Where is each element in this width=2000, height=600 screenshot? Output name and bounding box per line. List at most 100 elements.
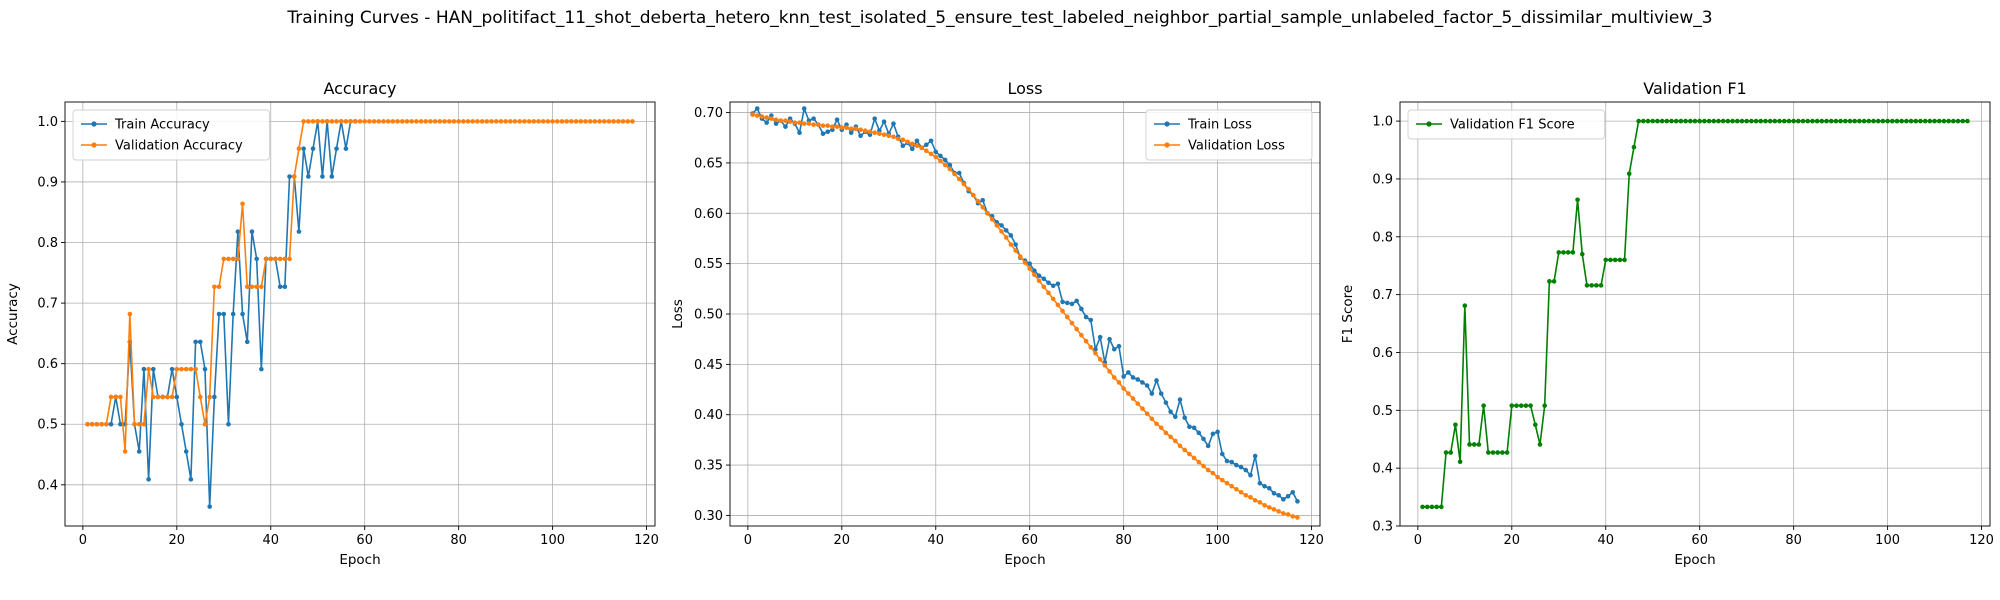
data-point	[89, 421, 95, 427]
data-point	[526, 119, 532, 124]
data-point	[597, 119, 602, 124]
data-point	[456, 119, 461, 124]
data-point	[783, 118, 788, 123]
data-point	[1922, 118, 1928, 124]
data-point	[1941, 118, 1947, 124]
x-axis-label: Epoch	[1674, 552, 1715, 568]
data-point	[118, 421, 123, 427]
legend: Train Accuracy Validation Accuracy	[72, 109, 270, 161]
x-tick-label: 60	[1691, 533, 1708, 548]
data-point	[1285, 512, 1291, 517]
data-point	[1641, 118, 1646, 124]
y-tick-label: 0.3	[1372, 520, 1393, 535]
data-point	[498, 119, 504, 124]
data-point	[1013, 242, 1018, 247]
series-line-1	[751, 107, 1299, 502]
data-point	[151, 366, 156, 372]
data-point	[1490, 450, 1496, 455]
data-point	[244, 284, 250, 290]
data-point	[465, 119, 471, 124]
data-point	[1955, 118, 1961, 124]
data-point	[1894, 118, 1900, 124]
data-point	[329, 174, 335, 179]
figure-suptitle: Training Curves - HAN_politifact_11_shot…	[287, 8, 1713, 28]
data-point	[1093, 350, 1098, 356]
data-point	[1589, 283, 1594, 288]
data-point	[1173, 414, 1178, 420]
data-point	[1276, 509, 1281, 514]
data-point	[1003, 235, 1009, 240]
data-point	[611, 119, 616, 124]
data-point	[263, 256, 269, 262]
data-point	[872, 130, 877, 136]
data-point	[188, 477, 194, 482]
y-tick-label: 1.0	[37, 115, 58, 130]
data-point	[1022, 260, 1028, 265]
data-point	[938, 158, 943, 164]
data-point	[1013, 248, 1018, 253]
axes-frame	[64, 101, 656, 527]
data-point	[1739, 118, 1745, 124]
data-point	[259, 284, 264, 290]
data-point	[301, 146, 306, 151]
data-point	[1833, 118, 1839, 124]
data-point	[1692, 118, 1698, 124]
data-point	[470, 119, 476, 124]
data-point	[1262, 503, 1267, 508]
data-point	[1158, 425, 1164, 431]
data-point	[353, 119, 358, 124]
data-point	[1453, 422, 1458, 428]
data-point	[479, 119, 485, 124]
data-point	[127, 311, 133, 317]
data-point	[1688, 118, 1693, 124]
data-point	[1664, 118, 1670, 124]
data-point	[1168, 409, 1173, 414]
data-point	[1927, 118, 1933, 124]
y-axis-label: F1 Score	[1340, 285, 1356, 343]
data-point	[1121, 386, 1126, 391]
data-point	[1196, 430, 1202, 436]
data-point	[1163, 430, 1169, 436]
data-point	[971, 192, 976, 198]
y-tick-label: 0.4	[1372, 462, 1393, 477]
data-point	[1767, 118, 1773, 124]
data-point	[141, 366, 147, 372]
legend-label: Validation F1 Score	[1450, 118, 1575, 133]
data-point	[1074, 326, 1079, 332]
data-point	[1046, 280, 1051, 286]
data-point	[961, 181, 967, 187]
data-point	[1219, 451, 1225, 457]
data-point	[1617, 257, 1623, 263]
x-tick-label: 60	[356, 533, 373, 548]
data-point	[1749, 118, 1754, 124]
data-point	[1187, 451, 1192, 457]
data-point	[1753, 118, 1759, 124]
data-point	[1612, 257, 1618, 263]
data-point	[1650, 118, 1656, 124]
y-tick-label: 0.70	[694, 106, 723, 121]
data-point	[1523, 403, 1529, 408]
data-point	[1462, 303, 1468, 308]
data-point	[291, 174, 297, 179]
data-point	[503, 119, 508, 124]
data-point	[108, 421, 114, 427]
data-point	[844, 125, 849, 130]
data-point	[493, 119, 499, 124]
data-point	[202, 421, 208, 427]
data-point	[1295, 515, 1300, 520]
legend-label: Train Loss	[1187, 118, 1252, 133]
data-point	[146, 366, 151, 372]
data-point	[1448, 450, 1454, 455]
data-point	[1786, 118, 1792, 124]
data-point	[244, 339, 250, 345]
data-point	[1144, 383, 1150, 388]
data-point	[1027, 261, 1032, 266]
data-point	[1182, 447, 1188, 453]
data-point	[872, 116, 877, 121]
data-point	[1158, 391, 1164, 396]
data-point	[783, 124, 788, 129]
y-tick-label: 0.35	[694, 459, 723, 474]
data-point	[1932, 118, 1937, 124]
legend-box	[1407, 109, 1605, 140]
